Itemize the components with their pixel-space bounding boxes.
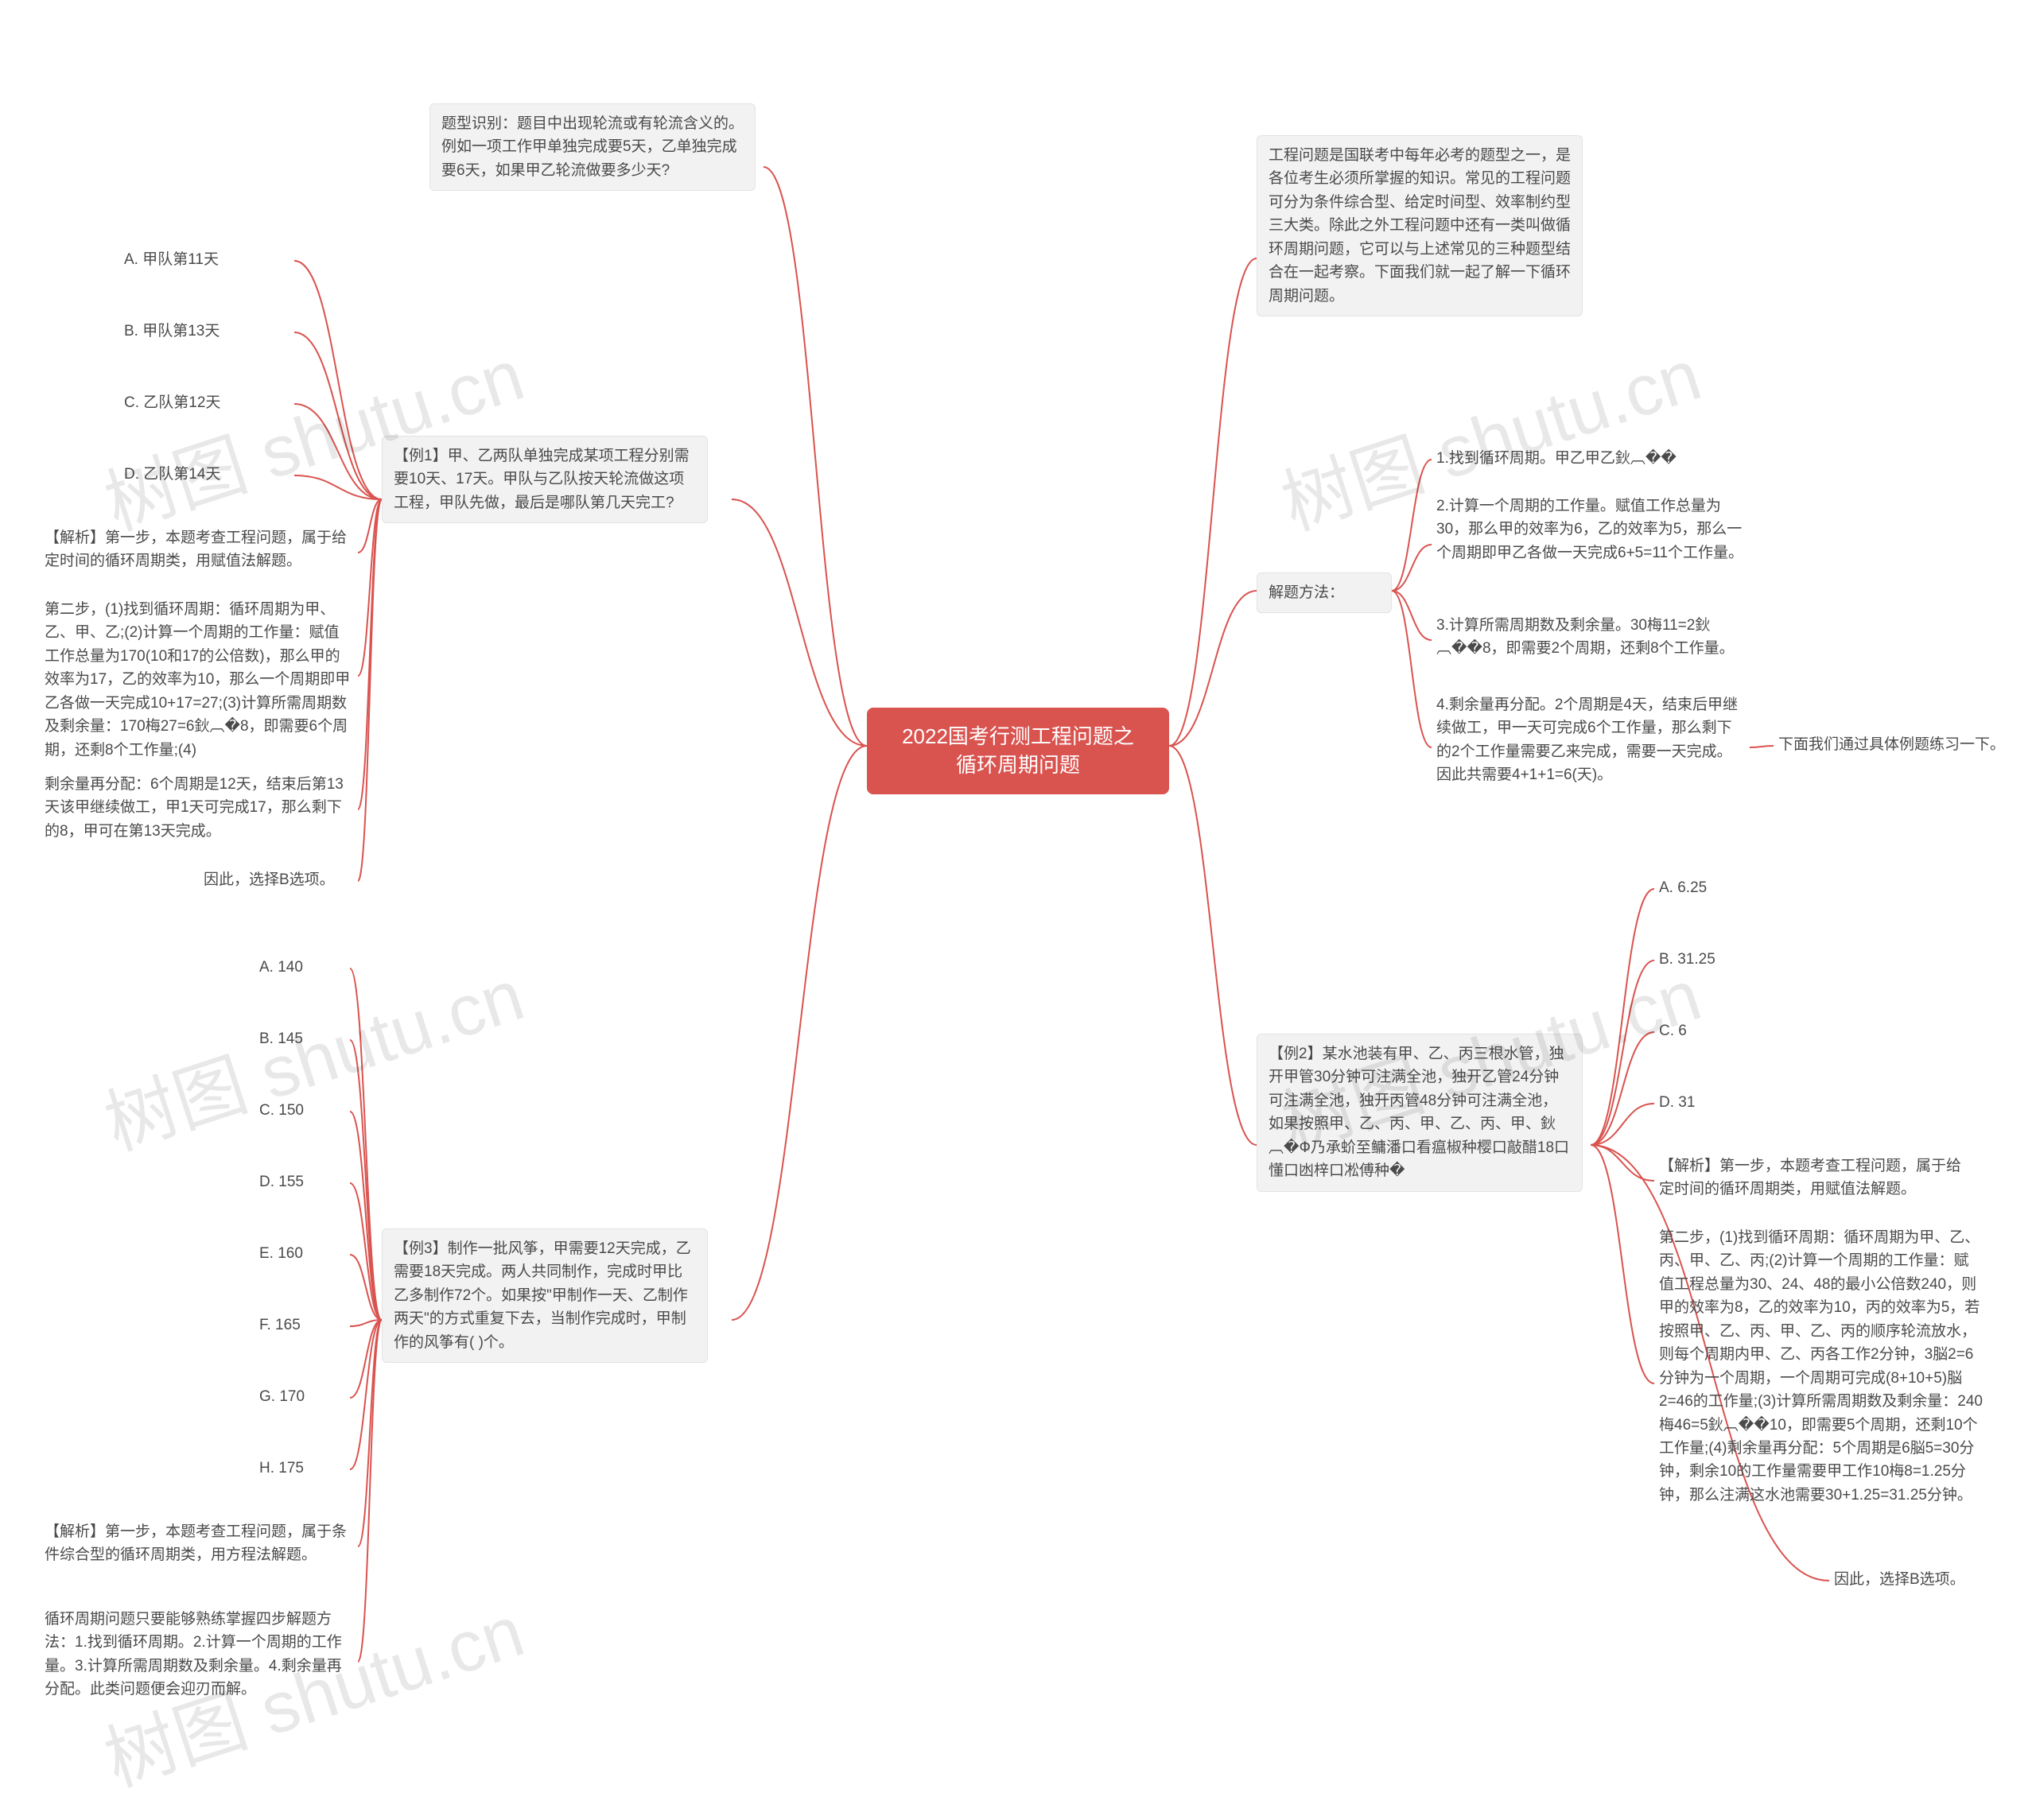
mindmap-node-r3b: B. 31.25 <box>1654 946 1758 972</box>
mindmap-node-l2b: B. 甲队第13天 <box>119 318 294 344</box>
mindmap-node-l2: 【例1】甲、乙两队单独完成某项工程分别需要10天、17天。甲队与乙队按天轮流做这… <box>382 436 708 523</box>
mindmap-node-r2b: 2.计算一个周期的工作量。赋值工作总量为30，那么甲的效率为6，乙的效率为5，那… <box>1432 493 1750 566</box>
mindmap-node-r2c: 3.计算所需周期数及剩余量。30梅11=2鈥︹��8，即需要2个周期，还剩8个工… <box>1432 612 1750 662</box>
connector <box>1392 460 1432 591</box>
connector <box>732 746 867 1320</box>
mindmap-node-l3g: G. 170 <box>254 1383 350 1410</box>
mindmap-node-l3j: 循环周期问题只要能够熟练掌握四步解题方法：1.找到循环周期。2.计算一个周期的工… <box>40 1606 358 1703</box>
mindmap-node-r2a: 1.找到循环周期。甲乙甲乙鈥︹�� <box>1432 445 1734 471</box>
mindmap-node-l2g: 剩余量再分配：6个周期是12天，结束后第13天该甲继续做工，甲1天可完成17，那… <box>40 771 358 844</box>
connector <box>294 332 382 499</box>
mindmap-node-l3c: C. 150 <box>254 1097 350 1123</box>
mindmap-node-r2d: 4.剩余量再分配。2个周期是4天，结束后甲继续做工，甲一天可完成6个工作量，那么… <box>1432 692 1750 789</box>
connector <box>1591 1145 1654 1181</box>
mindmap-node-l2a: A. 甲队第11天 <box>119 246 294 273</box>
mindmap-node-l3b: B. 145 <box>254 1026 350 1052</box>
mindmap-node-r2d1: 下面我们通过具体例题练习一下。 <box>1774 731 2028 758</box>
connector <box>1392 591 1432 640</box>
connector <box>294 261 382 499</box>
connector <box>350 968 382 1320</box>
mindmap-node-center: 2022国考行测工程问题之循环周期问题 <box>867 708 1169 794</box>
connector <box>1169 746 1257 1145</box>
connector <box>1169 591 1257 746</box>
connector <box>1169 258 1257 746</box>
mindmap-node-l3d: D. 155 <box>254 1169 350 1195</box>
mindmap-node-l1: 题型识别：题目中出现轮流或有轮流含义的。例如一项工作甲单独完成要5天，乙单独完成… <box>429 103 756 191</box>
connector <box>358 1320 382 1662</box>
connector <box>350 1183 382 1320</box>
mindmap-node-r3a: A. 6.25 <box>1654 875 1750 901</box>
mindmap-node-l3i: 【解析】第一步，本题考查工程问题，属于条件综合型的循环周期类，用方程法解题。 <box>40 1519 358 1569</box>
connector <box>1392 545 1432 591</box>
mindmap-node-l3f: F. 165 <box>254 1312 350 1338</box>
mindmap-node-l3a: A. 140 <box>254 954 350 980</box>
connector <box>1591 960 1654 1145</box>
mindmap-node-r3d: D. 31 <box>1654 1089 1734 1116</box>
mindmap-node-r2: 解题方法： <box>1257 572 1392 613</box>
mindmap-node-r3f: 第二步，(1)找到循环周期：循环周期为甲、乙、丙、甲、乙、丙;(2)计算一个周期… <box>1654 1224 1988 1508</box>
mindmap-node-l2e: 【解析】第一步，本题考查工程问题，属于给定时间的循环周期类，用赋值法解题。 <box>40 525 358 575</box>
mindmap-node-l3e: E. 160 <box>254 1240 350 1267</box>
connector <box>358 499 382 809</box>
connector <box>350 1040 382 1320</box>
mindmap-node-l2c: C. 乙队第12天 <box>119 390 294 416</box>
mindmap-node-l2h: 因此，选择B选项。 <box>199 867 358 893</box>
connector <box>1591 889 1654 1145</box>
mindmap-node-r3g: 因此，选择B选项。 <box>1829 1566 1988 1593</box>
mindmap-node-l3h: H. 175 <box>254 1455 350 1481</box>
mindmap-node-r3c: C. 6 <box>1654 1018 1734 1044</box>
mindmap-node-r3e: 【解析】第一步，本题考查工程问题，属于给定时间的循环周期类，用赋值法解题。 <box>1654 1153 1972 1203</box>
connector <box>1750 746 1774 747</box>
mindmap-node-l3: 【例3】制作一批风筝，甲需要12天完成，乙需要18天完成。两人共同制作，完成时甲… <box>382 1228 708 1363</box>
mindmap-node-r3: 【例2】某水池装有甲、乙、丙三根水管，独开甲管30分钟可注满全池，独开乙管24分… <box>1257 1034 1583 1192</box>
connector <box>358 499 382 881</box>
connector <box>764 167 867 746</box>
mindmap-node-l2f: 第二步，(1)找到循环周期：循环周期为甲、乙、甲、乙;(2)计算一个周期的工作量… <box>40 596 358 763</box>
mindmap-node-l2d: D. 乙队第14天 <box>119 461 294 487</box>
mindmap-node-r1: 工程问题是国联考中每年必考的题型之一，是各位考生必须所掌握的知识。常见的工程问题… <box>1257 135 1583 316</box>
